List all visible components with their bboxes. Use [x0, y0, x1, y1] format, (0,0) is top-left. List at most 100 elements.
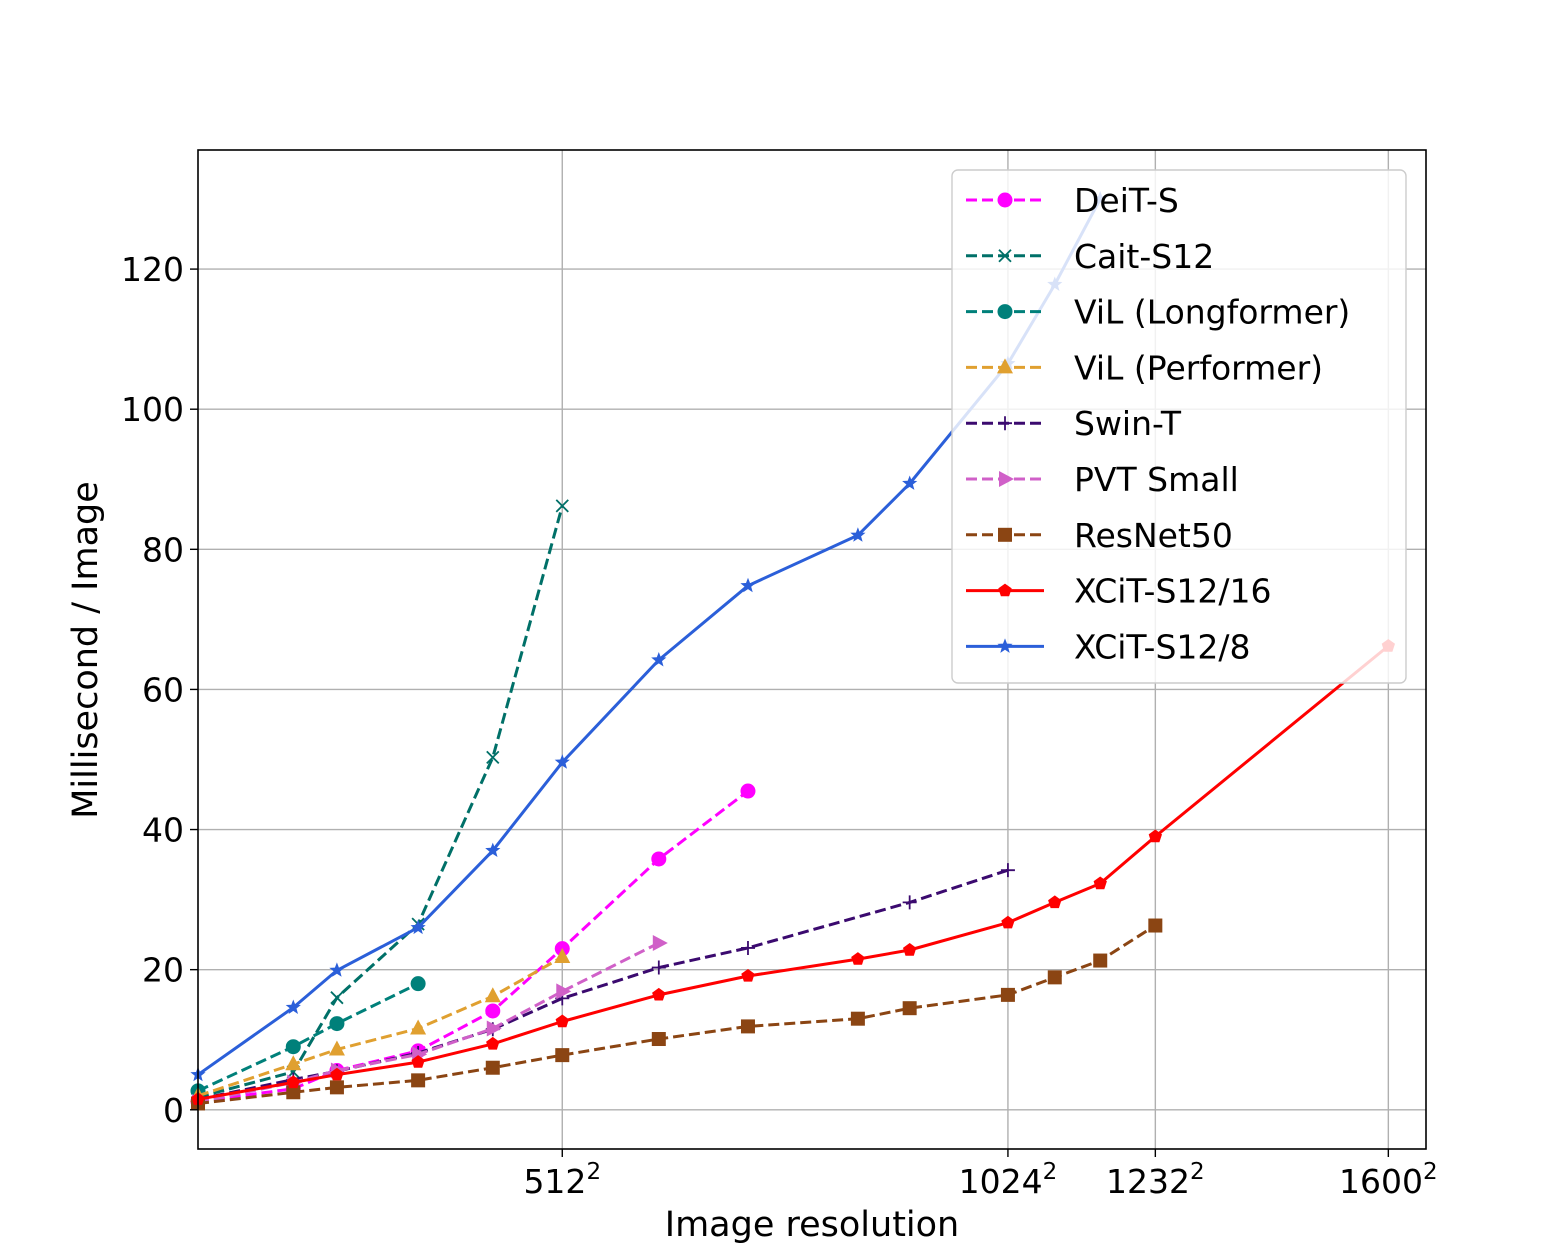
data-point [285, 999, 301, 1014]
data-point [740, 1019, 755, 1034]
y-tick-label: 20 [142, 951, 184, 990]
x-tick-base: 1600 [1339, 1162, 1423, 1201]
data-point [851, 952, 865, 965]
legend-label: XCiT-S12/8 [1074, 627, 1251, 666]
data-point [651, 851, 667, 867]
x-tick-exponent: 2 [1190, 1159, 1205, 1185]
series-line [197, 924, 1157, 1105]
data-point [485, 1003, 501, 1019]
data-point [651, 960, 666, 975]
legend-marker [999, 471, 1014, 487]
data-point [285, 1039, 301, 1055]
data-point [486, 750, 500, 765]
legend-marker [997, 638, 1013, 653]
data-point [651, 652, 667, 667]
series-vil-longformer [190, 976, 426, 1099]
x-tick-exponent: 2 [1043, 1159, 1058, 1185]
y-tick-label: 60 [142, 670, 184, 709]
data-point [651, 1032, 666, 1047]
data-point [554, 754, 570, 769]
legend-label: XCiT-S12/16 [1074, 572, 1272, 611]
data-point [555, 499, 569, 513]
legend-item: ViL (Longformer) [966, 293, 1350, 332]
data-point [328, 1040, 345, 1056]
data-point [410, 1019, 427, 1035]
x-tick-base: 1232 [1106, 1162, 1190, 1201]
data-point [902, 895, 917, 910]
y-tick-label: 100 [121, 390, 184, 429]
y-axis-label: Millisecond / Image [66, 481, 106, 819]
y-tick-label: 0 [163, 1091, 184, 1130]
data-point [410, 976, 426, 992]
legend-label: ViL (Performer) [1074, 348, 1323, 387]
data-point [1148, 829, 1162, 843]
data-point [329, 1016, 345, 1032]
data-point [330, 1067, 344, 1081]
data-point [740, 783, 756, 799]
x-axis-label: Image resolution [665, 1205, 960, 1245]
data-point [286, 1075, 300, 1089]
legend-marker [998, 527, 1012, 542]
data-point [903, 943, 917, 956]
data-point [330, 991, 344, 1005]
data-point [555, 1048, 570, 1063]
legend-marker [998, 416, 1012, 431]
legend: DeiT-S Cait-S12 ViL (Longformer) ViL (Perfo… [951, 169, 1407, 684]
legend-item: XCiT-S12/8 [966, 627, 1251, 666]
legend-item: ViL (Performer) [966, 348, 1323, 387]
y-tick-label: 40 [142, 811, 184, 850]
data-point [411, 1073, 426, 1088]
legend-marker [997, 192, 1013, 208]
data-point [741, 969, 755, 982]
legend-label: ViL (Longformer) [1074, 293, 1350, 332]
data-point [555, 1014, 569, 1028]
data-point [329, 962, 345, 977]
data-point [740, 577, 756, 593]
data-point [902, 475, 918, 490]
data-point [486, 1036, 500, 1050]
series-line [197, 955, 564, 1098]
x-tick-exponent: 2 [586, 1159, 601, 1185]
data-point [411, 1055, 425, 1068]
legend-label: Swin-T [1074, 404, 1182, 443]
legend-label: ResNet50 [1074, 516, 1233, 555]
series-line [197, 789, 749, 1103]
data-point [484, 987, 501, 1003]
legend-marker [997, 304, 1013, 320]
y-tick-label: 80 [142, 530, 184, 569]
legend-marker [998, 583, 1012, 597]
legend-item: ResNet50 [966, 516, 1233, 555]
y-tick-label: 120 [121, 250, 184, 289]
data-point [554, 948, 571, 964]
data-point [410, 919, 426, 935]
data-point [1093, 953, 1108, 968]
x-tick-label: 16002 [1339, 1159, 1438, 1201]
data-point [329, 1080, 344, 1095]
data-point [652, 935, 668, 952]
y-axis-ticks: 0 20 40 60 80 100 120 [121, 250, 198, 1130]
legend-item: DeiT-S [966, 181, 1179, 220]
data-point [850, 1011, 865, 1026]
data-point [556, 983, 572, 1000]
x-tick-base: 1024 [959, 1162, 1043, 1201]
legend-item: Swin-T [966, 404, 1182, 443]
data-point [1001, 915, 1015, 929]
legend-label: DeiT-S [1074, 181, 1179, 220]
data-point [286, 1085, 301, 1100]
x-tick-label: 10242 [959, 1159, 1058, 1201]
x-tick-exponent: 2 [1423, 1159, 1438, 1185]
data-point [1000, 863, 1015, 878]
legend-item: Cait-S12 [966, 237, 1214, 276]
data-point [1093, 876, 1107, 890]
data-point [1000, 987, 1015, 1002]
legend-marker [997, 358, 1013, 374]
legend-box [951, 169, 1407, 684]
x-tick-label: 12322 [1106, 1159, 1205, 1201]
legend-item: PVT Small [966, 460, 1239, 499]
data-point [485, 1060, 500, 1075]
data-point [486, 1020, 502, 1037]
series-line [197, 505, 564, 1099]
legend-label: Cait-S12 [1074, 237, 1214, 276]
data-point [285, 1055, 302, 1071]
